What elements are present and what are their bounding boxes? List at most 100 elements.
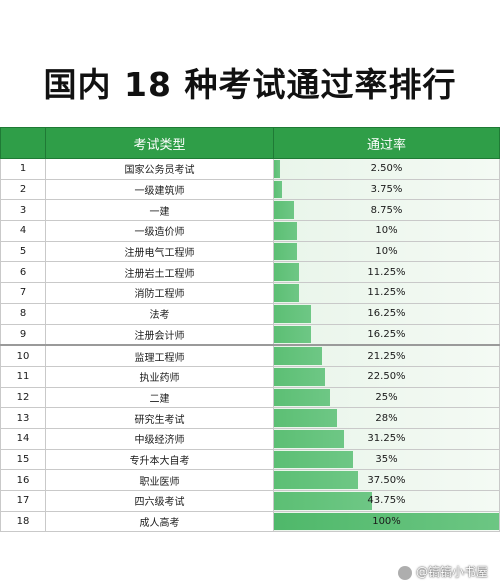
pass-rate-bar (274, 492, 373, 510)
pass-rate-label: 22.50% (367, 371, 406, 383)
exam-name-cell: 成人高考 (45, 510, 274, 533)
rank-cell: 5 (0, 240, 46, 263)
table-row: 6 注册岩土工程师 11.25% (0, 261, 500, 284)
pass-rate-label: 37.50% (367, 474, 406, 486)
pass-rate-cell: 22.50% (273, 365, 500, 388)
pass-rate-label: 100% (372, 516, 401, 528)
table-row: 11 执业药师 22.50% (0, 365, 500, 388)
table-row: 3 一建 8.75% (0, 199, 500, 222)
bar-track (274, 241, 499, 262)
pass-rate-bar (274, 347, 322, 365)
exam-name-cell: 四六级考试 (45, 490, 274, 512)
exam-name-cell: 监理工程师 (45, 344, 274, 367)
table-row: 2 一级建筑师 3.75% (0, 178, 500, 201)
pass-rate-label: 16.25% (367, 328, 406, 340)
pass-rate-cell: 10% (273, 240, 500, 263)
watermark: @镐镐小书屋 (397, 563, 488, 580)
watermark-text: @镐镐小书屋 (415, 565, 488, 579)
rank-cell: 3 (0, 199, 46, 222)
rank-cell: 13 (0, 407, 46, 429)
watermark-logo-icon (397, 565, 412, 580)
pass-rate-label: 21.25% (367, 350, 406, 362)
bar-track (274, 221, 499, 241)
pass-rate-label: 11.25% (367, 287, 406, 299)
pass-rate-bar (274, 388, 331, 407)
exam-name-cell: 执业药师 (45, 365, 274, 388)
pass-rate-cell: 8.75% (273, 199, 500, 222)
rank-cell: 1 (0, 158, 46, 180)
rank-cell: 14 (0, 427, 46, 450)
exam-name-cell: 中级经济师 (45, 427, 274, 450)
pass-rate-label: 35% (375, 453, 398, 465)
header-rank (0, 127, 46, 159)
pass-rate-cell: 31.25% (273, 427, 500, 450)
bar-track (274, 159, 499, 179)
exam-name-cell: 专升本大自考 (45, 448, 274, 471)
pass-rate-bar (274, 201, 294, 220)
pass-rate-cell: 28% (273, 407, 500, 429)
pass-rate-cell: 25% (273, 386, 500, 409)
pass-rate-label: 3.75% (370, 184, 403, 196)
table-row: 8 法考 16.25% (0, 302, 500, 325)
bar-track (274, 179, 499, 200)
exam-name-cell: 注册会计师 (45, 323, 274, 346)
table-row: 1 国家公务员考试 2.50% (0, 158, 500, 180)
table-row: 12 二建 25% (0, 386, 500, 409)
rank-cell: 17 (0, 490, 46, 512)
table-row: 15 专升本大自考 35% (0, 448, 500, 471)
pass-rate-label: 11.25% (367, 266, 406, 278)
exam-name-cell: 一建 (45, 199, 274, 222)
exam-name-cell: 研究生考试 (45, 407, 274, 429)
pass-rate-cell: 21.25% (273, 344, 500, 367)
pass-rate-cell: 11.25% (273, 282, 500, 304)
pass-rate-bar (274, 304, 311, 323)
table-row: 14 中级经济师 31.25% (0, 427, 500, 450)
table-row: 4 一级造价师 10% (0, 220, 500, 242)
bar-track (274, 262, 499, 283)
header-pass-rate: 通过率 (273, 127, 500, 159)
pass-rate-label: 31.25% (367, 433, 406, 445)
rank-cell: 2 (0, 178, 46, 201)
pass-rate-cell: 10% (273, 220, 500, 242)
pass-rate-cell: 3.75% (273, 178, 500, 201)
pass-rate-cell: 16.25% (273, 323, 500, 346)
exam-name-cell: 注册岩土工程师 (45, 261, 274, 284)
rank-cell: 6 (0, 261, 46, 284)
pass-rate-bar (274, 263, 300, 282)
pass-rate-bar (274, 284, 300, 302)
header-exam-type: 考试类型 (45, 127, 274, 159)
rank-cell: 18 (0, 510, 46, 533)
rank-cell: 12 (0, 386, 46, 409)
exam-name-cell: 法考 (45, 302, 274, 325)
bar-track (274, 303, 499, 324)
pass-rate-cell: 11.25% (273, 261, 500, 284)
pass-rate-label: 16.25% (367, 308, 406, 320)
pass-rate-label: 28% (375, 412, 398, 424)
bar-track (274, 387, 499, 408)
exam-name-cell: 二建 (45, 386, 274, 409)
rank-cell: 7 (0, 282, 46, 304)
pass-rate-label: 43.75% (367, 495, 406, 507)
pass-rate-bar (274, 242, 297, 261)
exam-name-cell: 国家公务员考试 (45, 158, 274, 180)
pass-rate-bar (274, 222, 297, 240)
rank-cell: 9 (0, 323, 46, 346)
pass-rate-cell: 2.50% (273, 158, 500, 180)
pass-rate-bar (274, 429, 345, 448)
pass-rate-cell: 37.50% (273, 469, 500, 491)
rank-cell: 16 (0, 469, 46, 491)
bar-track (274, 324, 499, 345)
exam-name-cell: 消防工程师 (45, 282, 274, 304)
pass-rate-bar (274, 180, 283, 199)
table-row: 5 注册电气工程师 10% (0, 240, 500, 263)
pass-rate-label: 10% (375, 246, 398, 258)
pass-rate-bar (274, 471, 359, 489)
pass-rate-label: 8.75% (370, 204, 403, 216)
table-row: 10 监理工程师 21.25% (0, 344, 500, 367)
pass-rate-bar (274, 160, 280, 178)
pass-rate-cell: 43.75% (273, 490, 500, 512)
exam-name-cell: 一级造价师 (45, 220, 274, 242)
pass-rate-label: 2.50% (370, 163, 403, 175)
page-title: 国内 18 种考试通过率排行 (43, 65, 457, 104)
bar-track (274, 366, 499, 387)
